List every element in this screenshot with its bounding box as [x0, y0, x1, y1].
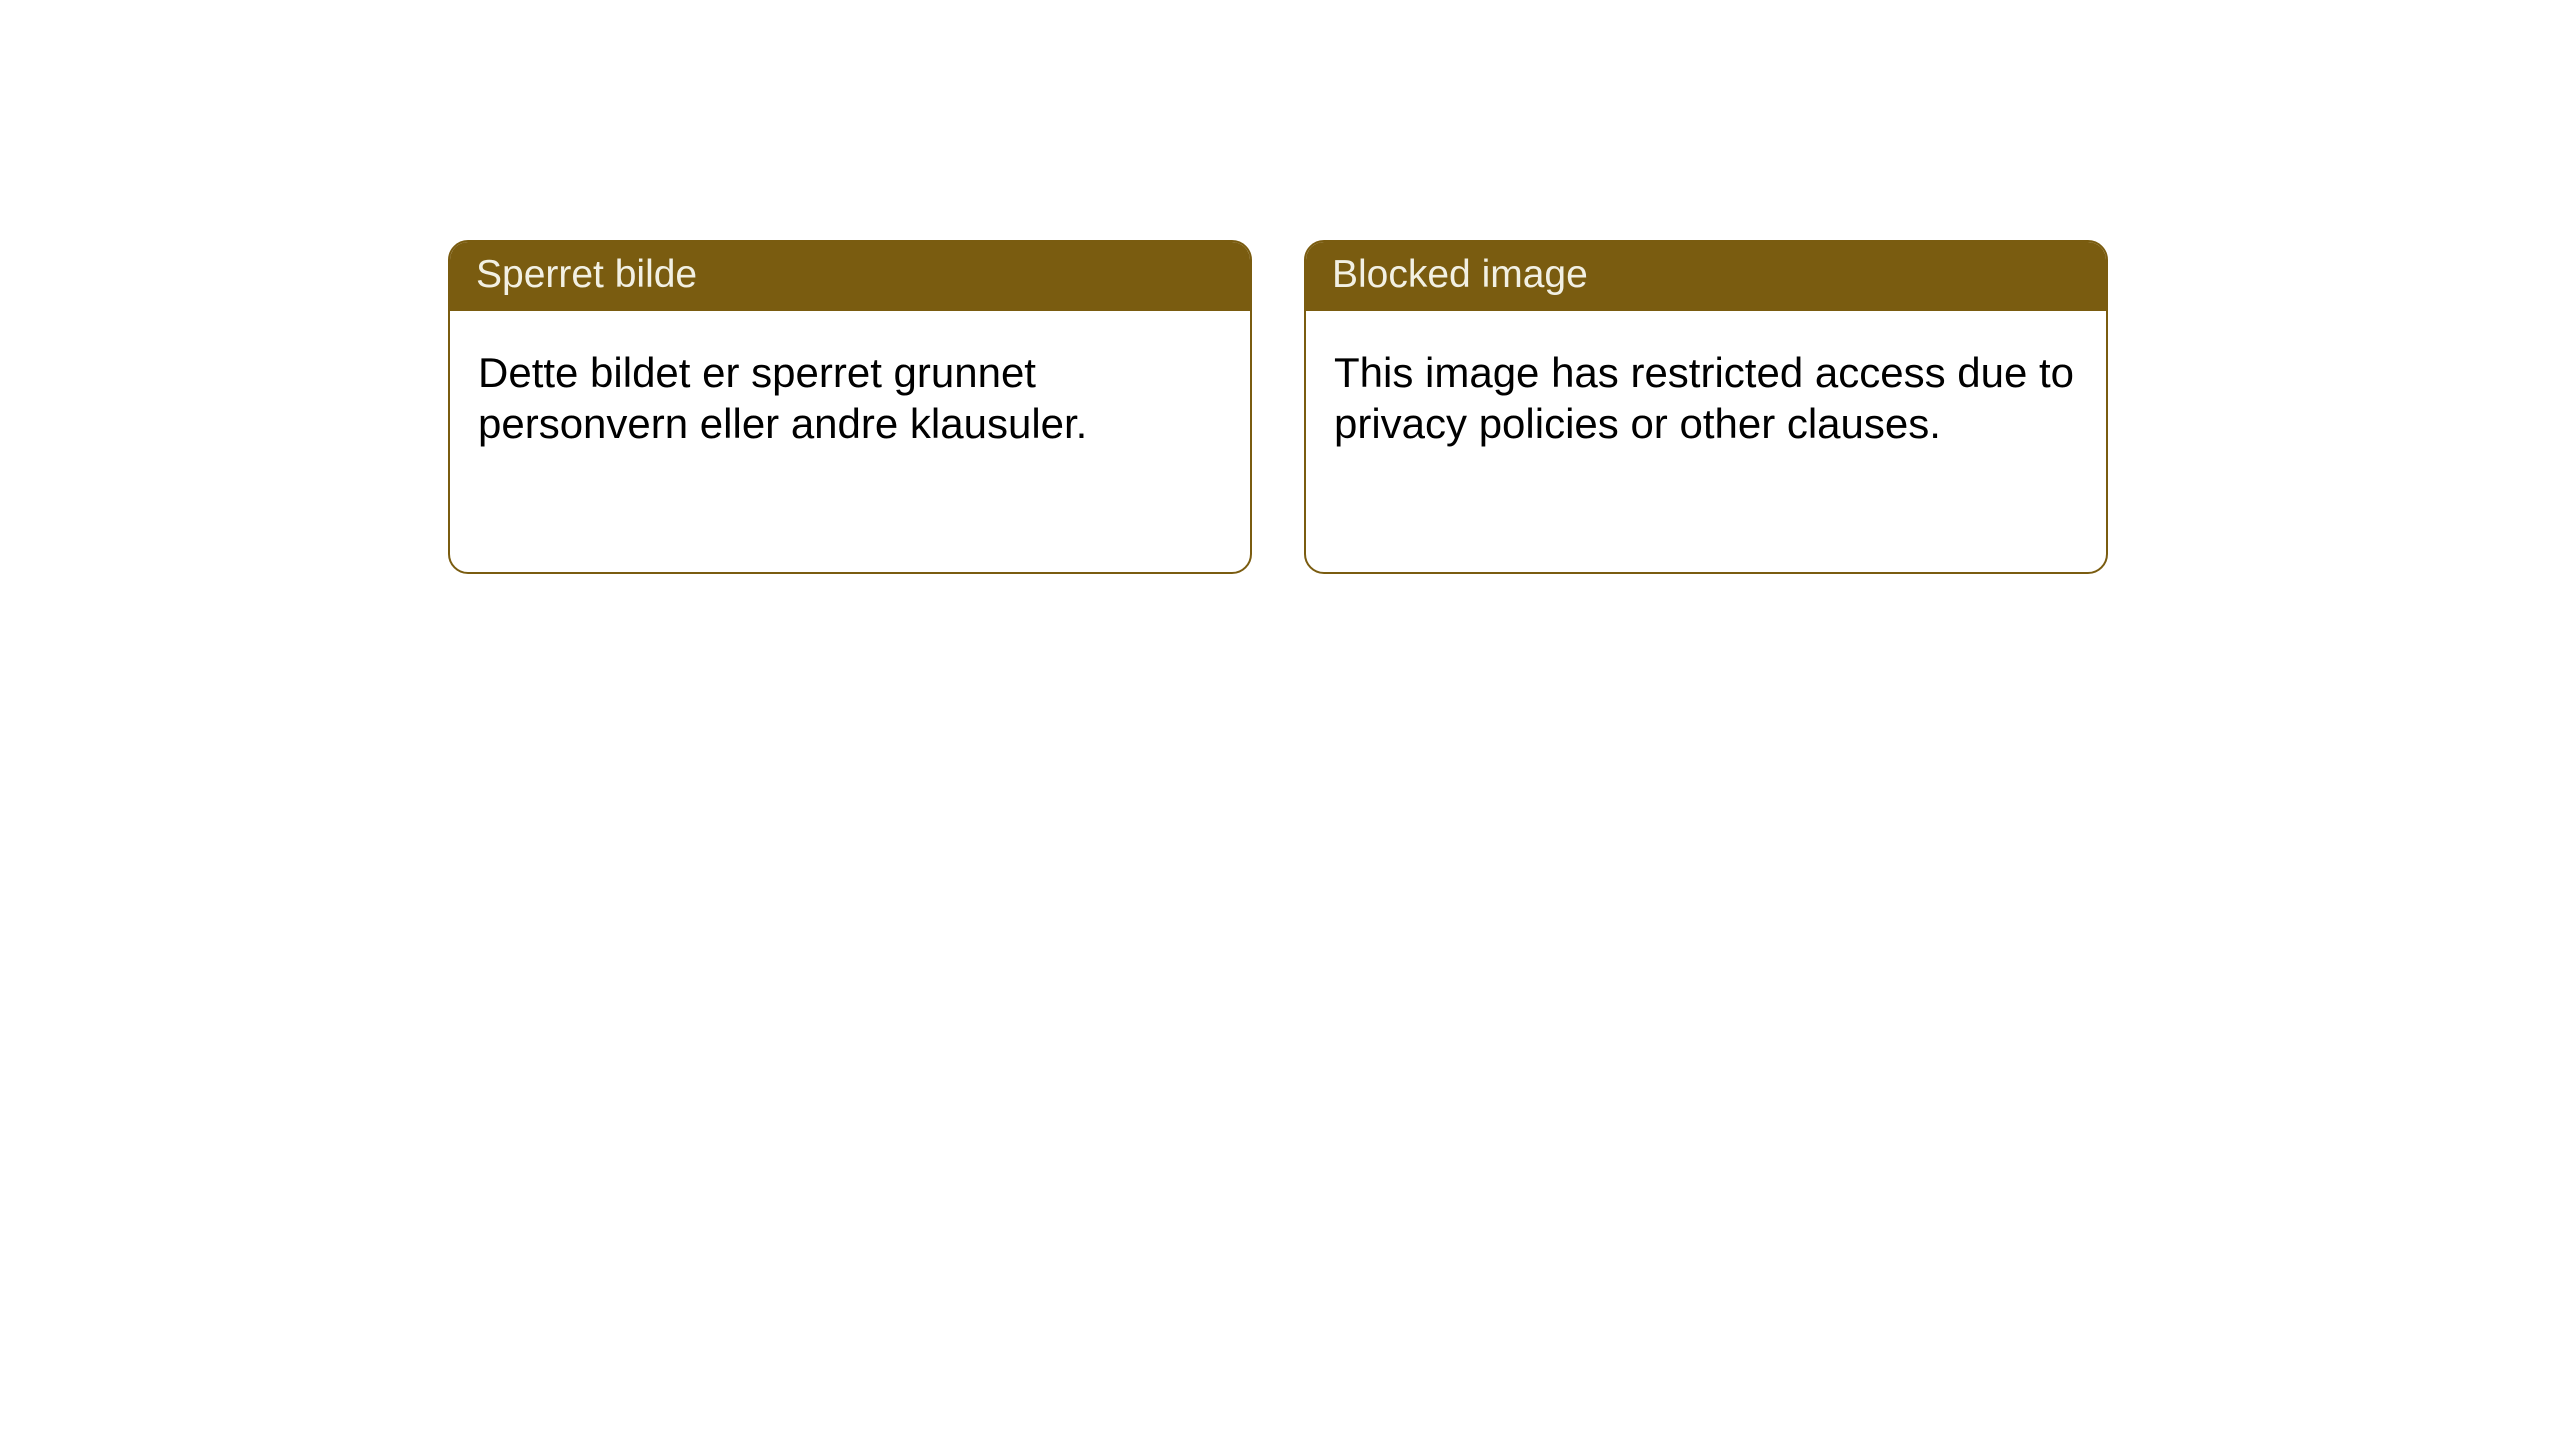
- notice-card-body: Dette bildet er sperret grunnet personve…: [450, 311, 1250, 486]
- notice-card-body: This image has restricted access due to …: [1306, 311, 2106, 486]
- notice-card-english: Blocked image This image has restricted …: [1304, 240, 2108, 574]
- notice-card-title: Blocked image: [1306, 242, 2106, 311]
- notice-cards-container: Sperret bilde Dette bildet er sperret gr…: [0, 0, 2560, 574]
- notice-card-title: Sperret bilde: [450, 242, 1250, 311]
- notice-card-norwegian: Sperret bilde Dette bildet er sperret gr…: [448, 240, 1252, 574]
